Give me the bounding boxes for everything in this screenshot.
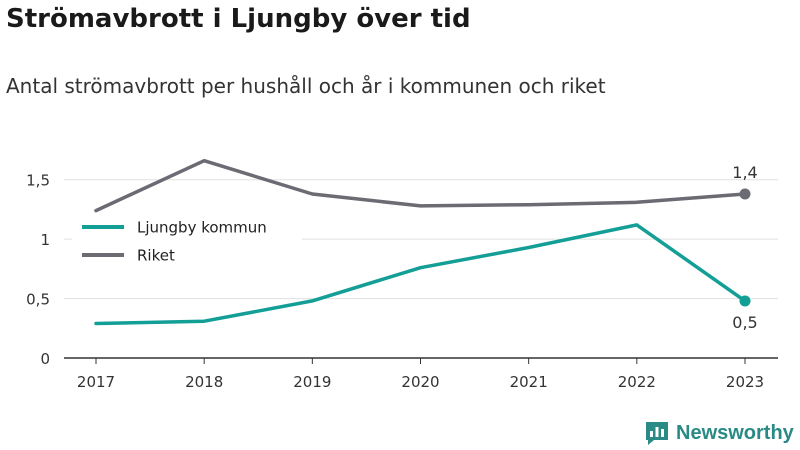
newsworthy-logo-icon	[646, 422, 668, 445]
y-tick-label: 1	[40, 231, 50, 249]
y-tick-label: 0	[40, 350, 50, 368]
x-tick-label: 2017	[77, 373, 115, 391]
series-line	[94, 158, 747, 213]
y-tick-label: 1,5	[26, 172, 50, 190]
chart-subtitle: Antal strömavbrott per hushåll och år i …	[6, 74, 606, 98]
axes: 0 0,5 1 1,5 2017 2018 2019 2020 2021 2022 2023	[26, 172, 778, 391]
legend-background	[72, 214, 302, 270]
brand-name: Newsworthy	[676, 421, 794, 444]
newsworthy-logo: Newsworthy	[644, 420, 794, 446]
legend: Ljungby kommun Riket	[72, 214, 302, 270]
data-labels: 0,5 1,4	[732, 163, 757, 332]
y-tick-label: 0,5	[26, 291, 50, 309]
legend-label: Ljungby kommun	[137, 219, 267, 237]
series-end-point	[739, 295, 751, 307]
series	[94, 158, 751, 326]
x-tick-label: 2018	[185, 373, 223, 391]
series-end-point	[739, 188, 751, 200]
legend-label: Riket	[137, 247, 175, 265]
end-value-label: 0,5	[732, 313, 757, 332]
x-tick-label: 2022	[618, 373, 656, 391]
x-tick-label: 2023	[726, 373, 764, 391]
x-tick-label: 2020	[401, 373, 439, 391]
x-tick-label: 2019	[293, 373, 331, 391]
x-tick-label: 2021	[510, 373, 548, 391]
series-line	[94, 223, 747, 326]
chart-title: Strömavbrott i Ljungby över tid	[6, 4, 471, 34]
end-value-label: 1,4	[732, 163, 757, 182]
